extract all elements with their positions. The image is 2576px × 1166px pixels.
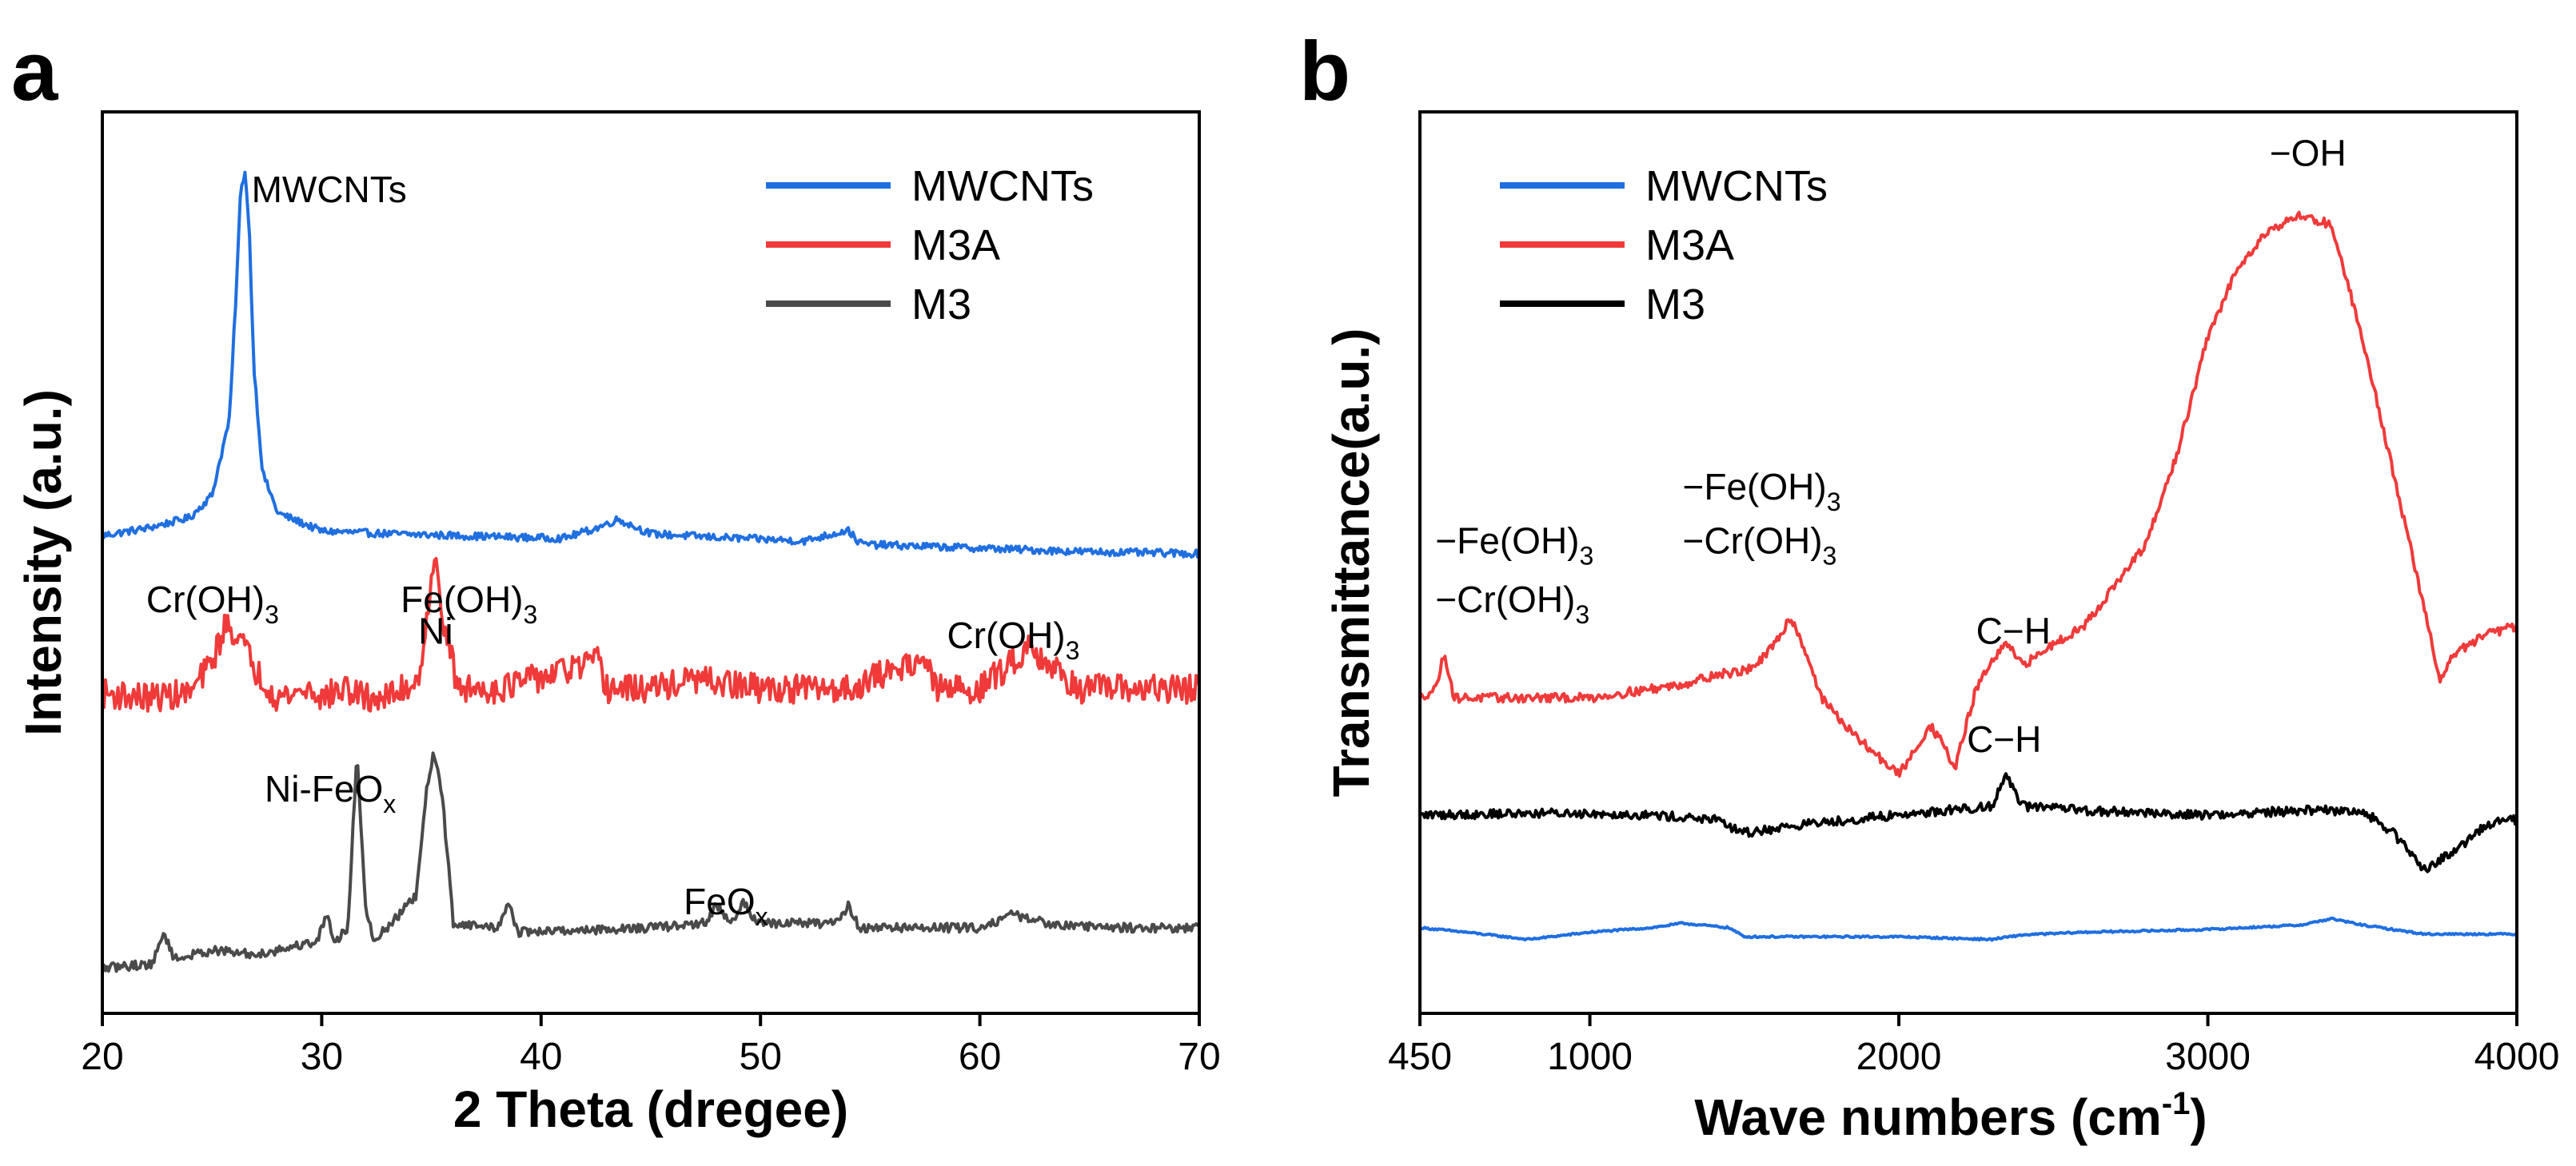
annotation-label: Fe(OH)3 (401, 579, 537, 629)
x-tick-label: 450 (1388, 1036, 1452, 1078)
annotation-label: −OH (2270, 133, 2347, 174)
panel-b-xticks: 450 1000 2000 3000 4000 (1388, 1013, 2559, 1078)
x-tick-label: 2000 (1856, 1036, 1942, 1078)
annotation-label: MWCNTs (252, 169, 407, 210)
annotation-label: −Fe(OH)3 (1683, 466, 1841, 516)
panel-a-series (101, 170, 1201, 973)
panel-b-annotations: −OH−Fe(OH)3−Cr(OH)3−Fe(OH)3−Cr(OH)3C−HC−… (1435, 133, 2346, 760)
x-tick-label: 1000 (1547, 1036, 1633, 1078)
x-tick-label: 50 (740, 1036, 782, 1078)
annotation-label: Cr(OH)3 (947, 615, 1079, 665)
panel-a-frame (101, 110, 1201, 1015)
panel-b-legend: MWCNTs M3A M3 (1500, 162, 1828, 328)
legend-label-mwcnts: MWCNTs (1645, 162, 1828, 210)
x-tick-label: 30 (301, 1036, 343, 1078)
panel-a-annotations: MWCNTs Cr(OH)3 Fe(OH)3Ni Cr(OH)3 Ni-FeOx FeOx (146, 169, 1080, 931)
panel-a-xticks: 20 30 40 50 60 70 (81, 1013, 1221, 1078)
panel-a-letter: a (11, 25, 59, 118)
panel-b-series (1418, 210, 2518, 942)
panel-b: b 450 1000 2000 3000 4000 −OH−Fe(OH)3−Cr(OH)… (1299, 25, 2559, 1146)
annotation-label: Ni (418, 611, 453, 652)
panel-b-y-axis-title: Transmittance(a.u.) (1322, 328, 1380, 798)
legend-label-mwcnts: MWCNTs (911, 162, 1094, 210)
annotation-label: −Cr(OH)3 (1435, 579, 1589, 629)
panel-a-y-axis-title: Intensity (a.u.) (14, 389, 72, 736)
panel-a-x-axis-title: 2 Theta (dregee) (453, 1080, 848, 1138)
legend-label-m3a: M3A (1645, 221, 1734, 269)
series-line-m3a (1418, 210, 2518, 778)
panel-a: a 20 30 40 50 60 70 MWCNTs Cr(OH)3 Fe(OH)3Ni Cr(… (11, 25, 1221, 1138)
series-line-m3a (101, 556, 1201, 713)
panel-b-frame (1418, 110, 2518, 1015)
series-line-mwcnts (1418, 916, 2518, 942)
panel-a-legend: MWCNTs M3A M3 (766, 162, 1094, 328)
annotation-label: C−H (1976, 611, 2051, 652)
panel-b-letter: b (1299, 25, 1350, 118)
annotation-label: −Cr(OH)3 (1683, 520, 1837, 571)
x-tick-label: 60 (959, 1036, 1001, 1078)
x-tick-label: 20 (81, 1036, 123, 1078)
legend-label-m3a: M3A (911, 221, 1000, 269)
panel-b-x-axis-title: Wave numbers (cm-1) (1694, 1086, 2207, 1146)
series-line-m3 (1418, 772, 2518, 874)
x-tick-label: 40 (520, 1036, 562, 1078)
annotation-label: FeOx (684, 881, 768, 931)
legend-label-m3: M3 (911, 281, 971, 328)
x-tick-label: 70 (1178, 1036, 1220, 1078)
legend-label-m3: M3 (1645, 281, 1705, 328)
x-tick-label: 4000 (2474, 1036, 2560, 1078)
series-line-mwcnts (101, 170, 1201, 559)
series-line-m3 (101, 751, 1200, 973)
annotation-label: −Fe(OH)3 (1435, 520, 1593, 571)
annotation-label: Ni-FeOx (265, 768, 396, 818)
x-tick-label: 3000 (2165, 1036, 2251, 1078)
annotation-label: Cr(OH)3 (146, 579, 279, 629)
annotation-label: C−H (1967, 718, 2041, 760)
